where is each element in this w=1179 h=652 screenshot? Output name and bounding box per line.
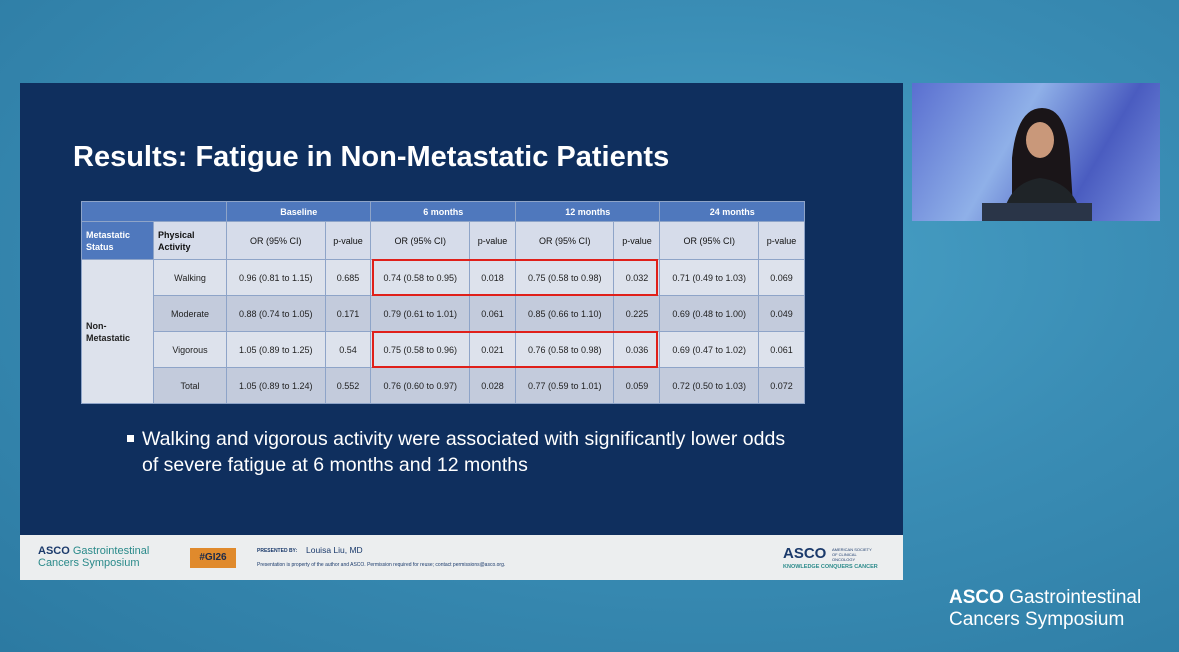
or-header: OR (95% CI)	[370, 221, 470, 260]
activity-cell: Moderate	[153, 295, 227, 332]
activity-cell: Total	[153, 367, 227, 404]
or-cell: 0.76 (0.58 to 0.98)	[514, 331, 615, 368]
table-row: Vigorous 1.05 (0.89 to 1.25) 0.54 0.75 (0.5…	[82, 331, 806, 368]
bullet-point: Walking and vigorous activity were assoc…	[127, 426, 802, 478]
presentation-slide: Results: Fatigue in Non-Metastatic Patie…	[20, 83, 903, 580]
or-header: OR (95% CI)	[659, 221, 759, 260]
asco-tagline: KNOWLEDGE CONQUERS CANCER	[783, 564, 878, 570]
or-cell: 0.75 (0.58 to 0.98)	[514, 259, 615, 296]
or-cell: 0.74 (0.58 to 0.95)	[370, 259, 470, 296]
or-cell: 1.05 (0.89 to 1.25)	[226, 331, 326, 368]
results-table: Baseline 6 months 12 months 24 months Metast…	[81, 201, 806, 404]
p-value-cell: 0.036	[613, 331, 661, 368]
p-header: p-value	[324, 221, 372, 260]
or-cell: 0.96 (0.81 to 1.15)	[226, 259, 326, 296]
p-value-cell: 0.018	[469, 259, 516, 296]
p-value-cell: 0.021	[469, 331, 516, 368]
period-header: 24 months	[659, 201, 805, 222]
asco-logo-right: ASCO	[783, 545, 827, 562]
p-value-cell: 0.552	[324, 367, 372, 404]
brand-gi: Gastrointestinal	[1009, 587, 1142, 608]
period-header: 12 months	[514, 201, 661, 222]
p-value-cell: 0.54	[324, 331, 372, 368]
asco-society: AMERICAN SOCIETY OF CLINICAL ONCOLOGY	[832, 547, 872, 562]
or-cell: 0.72 (0.50 to 1.03)	[659, 367, 759, 404]
period-header: 6 months	[370, 201, 516, 222]
col-activity-header: Physical Activity	[153, 221, 227, 260]
or-cell: 0.69 (0.48 to 1.00)	[659, 295, 759, 332]
or-cell: 1.05 (0.89 to 1.24)	[226, 367, 326, 404]
p-value-cell: 0.061	[469, 295, 516, 332]
activity-cell: Walking	[153, 259, 227, 296]
logo-sub: Cancers Symposium	[38, 557, 140, 569]
table-row: Total 1.05 (0.89 to 1.24) 0.552 0.76 (0.60 …	[82, 367, 806, 404]
or-cell: 0.85 (0.66 to 1.10)	[514, 295, 615, 332]
slide-footer: ASCO Gastrointestinal Cancers Symposium #…	[20, 535, 903, 580]
or-header: OR (95% CI)	[514, 221, 615, 260]
p-header: p-value	[469, 221, 516, 260]
p-value-cell: 0.032	[613, 259, 661, 296]
status-cell: Non-Metastatic	[81, 259, 154, 404]
hashtag-badge: #GI26	[190, 548, 236, 568]
p-header: p-value	[757, 221, 806, 260]
symposium-brand: ASCO Gastrointestinal Cancers Symposium	[949, 587, 1141, 631]
or-cell: 0.76 (0.60 to 0.97)	[370, 367, 470, 404]
p-value-cell: 0.028	[469, 367, 516, 404]
p-value-cell: 0.049	[757, 295, 806, 332]
header-corner	[81, 201, 227, 222]
brand-asco: ASCO	[949, 587, 1004, 608]
presented-by-label: PRESENTED BY:	[257, 548, 298, 554]
logo-gi: Gastrointestinal	[72, 545, 150, 557]
presenter-name: Louisa Liu, MD	[306, 545, 363, 555]
p-value-cell: 0.685	[324, 259, 372, 296]
or-cell: 0.69 (0.47 to 1.02)	[659, 331, 759, 368]
brand-sub: Cancers Symposium	[949, 609, 1125, 630]
bullet-text: Walking and vigorous activity were assoc…	[142, 428, 786, 476]
or-cell: 0.71 (0.49 to 1.03)	[659, 259, 759, 296]
bullet-icon	[127, 435, 134, 442]
p-value-cell: 0.061	[757, 331, 806, 368]
speaker-image	[982, 108, 1092, 221]
table-row: Moderate 0.88 (0.74 to 1.05) 0.171 0.79 (0.…	[82, 295, 806, 332]
slide-title: Results: Fatigue in Non-Metastatic Patie…	[73, 141, 670, 173]
period-header: Baseline	[225, 201, 372, 222]
p-value-cell: 0.059	[613, 367, 661, 404]
p-header: p-value	[613, 221, 661, 260]
or-cell: 0.79 (0.61 to 1.01)	[370, 295, 470, 332]
col-status-header: Metastatic Status	[81, 221, 154, 260]
permission-notice: Presentation is property of the author a…	[257, 562, 506, 568]
p-value-cell: 0.171	[324, 295, 372, 332]
or-cell: 0.75 (0.58 to 0.96)	[370, 331, 470, 368]
or-cell: 0.88 (0.74 to 1.05)	[226, 295, 326, 332]
activity-cell: Vigorous	[153, 331, 227, 368]
p-value-cell: 0.225	[613, 295, 661, 332]
or-cell: 0.77 (0.59 to 1.01)	[514, 367, 615, 404]
p-value-cell: 0.069	[757, 259, 806, 296]
speaker-video	[912, 83, 1160, 221]
footer-logo: ASCO Gastrointestinal Cancers Symposium	[38, 545, 149, 569]
or-header: OR (95% CI)	[226, 221, 326, 260]
logo-asco: ASCO	[38, 545, 70, 557]
p-value-cell: 0.072	[757, 367, 806, 404]
table-row: Non-Metastatic Walking 0.96 (0.81 to 1.15)…	[81, 259, 806, 404]
